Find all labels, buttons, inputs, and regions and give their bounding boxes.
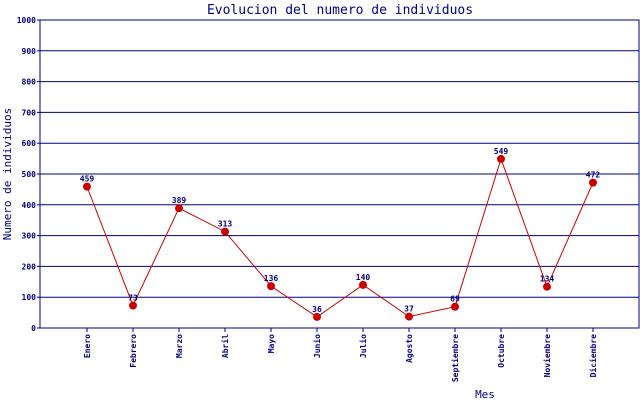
data-point xyxy=(543,282,551,291)
y-axis-title: Numero de individuos xyxy=(1,108,14,240)
data-point xyxy=(497,154,505,163)
chart-title: Evolucion del numero de individuos xyxy=(207,3,473,18)
gridlines xyxy=(40,50,639,298)
data-point xyxy=(359,280,367,289)
y-tick-label: 900 xyxy=(22,47,37,56)
data-point xyxy=(267,282,275,291)
x-tick-label: Mayo xyxy=(267,334,276,353)
data-label: 69 xyxy=(450,295,460,304)
data-label: 313 xyxy=(218,220,233,229)
x-tick-label: Diciembre xyxy=(588,334,598,378)
data-point xyxy=(313,312,321,321)
data-label: 459 xyxy=(80,175,95,184)
x-tick-label: Marzo xyxy=(175,334,184,358)
x-tick-label: Septiembre xyxy=(450,334,460,382)
series-layer xyxy=(83,154,597,321)
data-label: 140 xyxy=(356,273,371,282)
x-tick-label: Febrero xyxy=(129,334,138,368)
y-tick-label: 500 xyxy=(22,170,37,179)
x-tick-label: Abril xyxy=(220,334,230,358)
y-tick-label: 200 xyxy=(22,262,37,271)
data-label: 37 xyxy=(404,305,414,314)
x-tick-label: Julio xyxy=(358,334,368,358)
data-point xyxy=(221,227,229,236)
data-point xyxy=(589,178,597,187)
data-label: 73 xyxy=(128,294,138,303)
data-point xyxy=(129,301,137,310)
data-label: 136 xyxy=(264,274,279,283)
x-tick-label: Agosto xyxy=(405,334,414,363)
data-label: 134 xyxy=(540,275,555,284)
x-axis-ticks: Enero Febrero Marzo Abril Mayo Junio Julio Agos… xyxy=(83,328,598,382)
x-tick-label: Enero xyxy=(83,334,92,358)
x-tick-label: Noviembre xyxy=(542,334,552,378)
y-tick-label: 300 xyxy=(22,232,37,241)
x-axis-title: Mes xyxy=(475,388,495,400)
data-label: 472 xyxy=(586,171,601,180)
data-label: 389 xyxy=(172,196,187,205)
y-tick-label: 0 xyxy=(31,324,36,333)
series-line xyxy=(86,157,594,318)
y-tick-label: 700 xyxy=(22,108,37,117)
y-tick-label: 600 xyxy=(22,139,37,148)
y-axis-ticks: 0 100 200 300 400 500 600 700 800 900 1000 xyxy=(17,16,40,333)
x-tick-label: Junio xyxy=(312,334,322,358)
data-point xyxy=(451,302,459,311)
plot-area xyxy=(39,19,640,329)
y-tick-label: 400 xyxy=(22,201,37,210)
data-label: 549 xyxy=(494,147,509,156)
data-point xyxy=(405,312,413,321)
y-tick-label: 800 xyxy=(22,78,37,87)
data-labels: 459 73 389 313 136 36 140 37 69 549 134 472 xyxy=(80,147,601,314)
x-tick-label: Octubre xyxy=(497,334,506,368)
data-point xyxy=(83,182,91,191)
y-tick-label: 100 xyxy=(22,293,37,302)
data-point xyxy=(175,204,183,213)
y-tick-label: 1000 xyxy=(17,16,36,25)
data-label: 36 xyxy=(312,305,322,314)
